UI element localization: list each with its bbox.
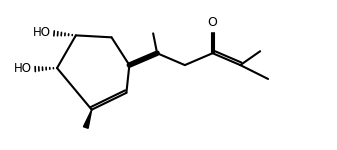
Polygon shape bbox=[84, 110, 92, 128]
Text: HO: HO bbox=[14, 61, 32, 75]
Text: O: O bbox=[208, 16, 217, 29]
Text: HO: HO bbox=[33, 26, 51, 39]
